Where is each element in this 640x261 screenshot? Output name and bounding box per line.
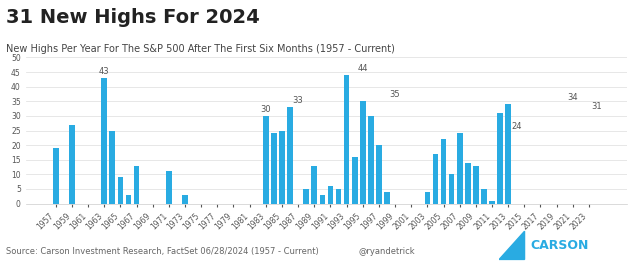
- Bar: [319, 195, 325, 204]
- Bar: [506, 104, 511, 204]
- Bar: [125, 195, 131, 204]
- Bar: [481, 189, 487, 204]
- Bar: [182, 195, 188, 204]
- Bar: [360, 101, 365, 204]
- Bar: [368, 116, 374, 204]
- Bar: [497, 113, 503, 204]
- Bar: [473, 165, 479, 204]
- Text: New Highs Per Year For The S&P 500 After The First Six Months (1957 - Current): New Highs Per Year For The S&P 500 After…: [6, 44, 396, 54]
- Bar: [424, 192, 430, 204]
- Bar: [53, 148, 59, 204]
- Text: 43: 43: [99, 67, 109, 75]
- Bar: [101, 78, 107, 204]
- Text: 30: 30: [260, 105, 271, 114]
- Text: 34: 34: [568, 93, 578, 102]
- Bar: [465, 163, 470, 204]
- Bar: [449, 174, 454, 204]
- Bar: [287, 107, 293, 204]
- Bar: [271, 133, 276, 204]
- Bar: [134, 165, 140, 204]
- Bar: [344, 75, 349, 204]
- Bar: [441, 139, 446, 204]
- Bar: [376, 145, 381, 204]
- Bar: [336, 189, 341, 204]
- Bar: [303, 189, 309, 204]
- Bar: [312, 165, 317, 204]
- Bar: [433, 154, 438, 204]
- Bar: [166, 171, 172, 204]
- Bar: [457, 133, 463, 204]
- Text: CARSON: CARSON: [530, 239, 589, 252]
- Bar: [279, 130, 285, 204]
- Text: Source: Carson Investment Research, FactSet 06/28/2024 (1957 - Current): Source: Carson Investment Research, Fact…: [6, 247, 319, 256]
- Bar: [118, 177, 124, 204]
- Bar: [109, 130, 115, 204]
- Bar: [384, 192, 390, 204]
- Bar: [69, 125, 75, 204]
- Text: 33: 33: [292, 96, 303, 105]
- Text: @ryandetrick: @ryandetrick: [358, 247, 415, 256]
- Bar: [352, 157, 358, 204]
- Polygon shape: [499, 231, 525, 259]
- Bar: [489, 201, 495, 204]
- Bar: [328, 186, 333, 204]
- Text: 35: 35: [390, 90, 401, 99]
- Bar: [263, 116, 269, 204]
- Text: 31 New Highs For 2024: 31 New Highs For 2024: [6, 8, 260, 27]
- Text: 44: 44: [358, 64, 368, 73]
- Text: 31: 31: [592, 102, 602, 111]
- Text: 24: 24: [511, 122, 522, 131]
